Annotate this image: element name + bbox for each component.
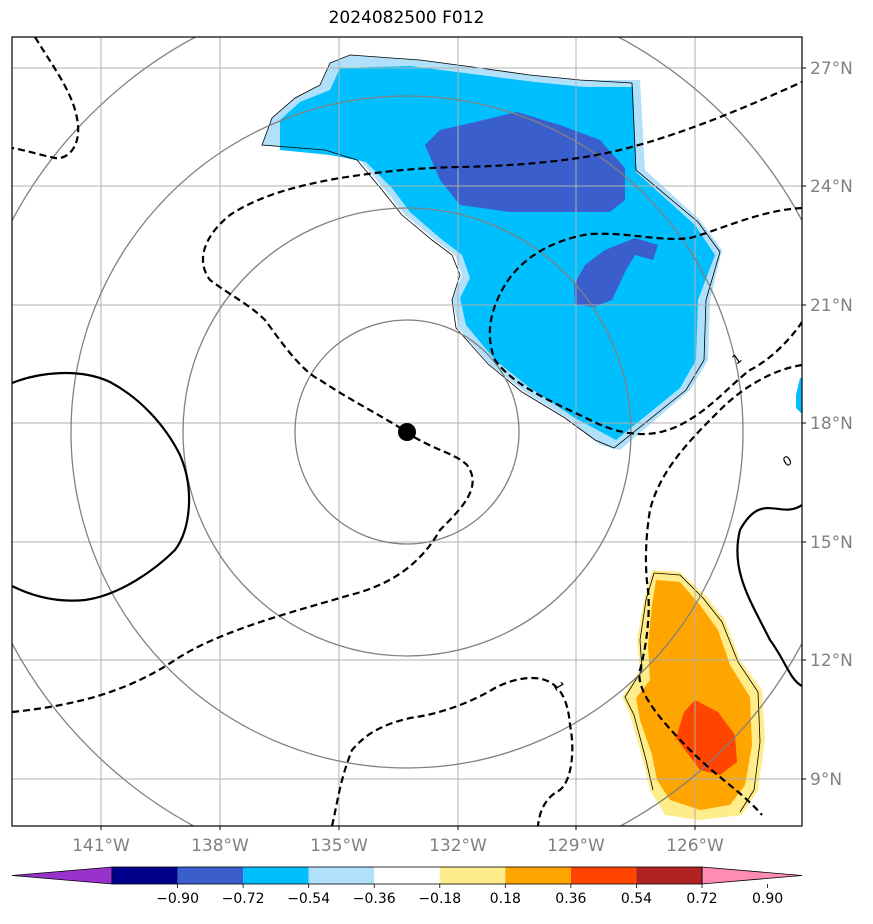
latitude-labels: 27°N 24°N 21°N 18°N 15°N 12°N 9°N [810, 59, 853, 790]
longitude-labels: 141°W 138°W 135°W 132°W 129°W 126°W [72, 836, 724, 856]
colorbar-tick-label: −0.36 [353, 891, 396, 907]
colorbar-tick-label: −0.18 [418, 891, 461, 907]
colorbar-segment [112, 867, 178, 884]
colorbar-extend-min [11, 866, 113, 885]
colorbar-segment [374, 867, 440, 884]
contour-label: 0 [781, 453, 796, 470]
lat-label: 15°N [810, 533, 853, 553]
lon-label: 129°W [547, 836, 605, 856]
dashed-contours [12, 37, 802, 826]
colorbar-tick-label: −0.90 [156, 891, 199, 907]
colorbar-tick-label: 0.90 [752, 891, 783, 907]
graticule [12, 37, 802, 826]
lon-label: 126°W [666, 836, 724, 856]
lat-label: 9°N [810, 770, 842, 790]
positive-region-outline-west [624, 572, 655, 791]
contour-label: 1 [550, 680, 567, 695]
positive-region-outline [653, 572, 761, 813]
tick-marks [100, 67, 806, 830]
lon-label: 135°W [310, 836, 368, 856]
colorbar-extend-max [701, 866, 803, 885]
storm-center-marker [398, 423, 416, 441]
lat-label: 12°N [810, 651, 853, 671]
colorbar-segment [439, 867, 506, 884]
solid-contours [12, 371, 802, 687]
lon-label: 138°W [191, 836, 249, 856]
lon-label: 141°W [72, 836, 130, 856]
colorbar-tick-label: −0.72 [222, 891, 265, 907]
lat-label: 24°N [810, 177, 853, 197]
colorbar-segment [505, 867, 571, 884]
colorbar-segment [243, 867, 309, 884]
colorbar-tick-label: 0.72 [686, 891, 717, 907]
colorbar-tick-label: −0.54 [287, 891, 330, 907]
colorbar-frame [111, 866, 703, 885]
range-rings [12, 37, 802, 826]
colorbar-segment [570, 867, 637, 884]
colorbar-segment [308, 867, 375, 884]
lat-label: 21°N [810, 296, 853, 316]
colorbar-segment [636, 867, 702, 884]
colorbar-segment [177, 867, 244, 884]
colorbar-tick-label: 0.18 [490, 891, 521, 907]
colorbar-tick-label: 0.36 [555, 891, 586, 907]
map-frame [11, 36, 803, 827]
positive-anomaly-region [622, 570, 765, 820]
lon-label: 132°W [429, 836, 487, 856]
lat-label: 18°N [810, 414, 853, 434]
colorbar-tick-label: 0.54 [621, 891, 652, 907]
colorbar: −0.90 −0.72 −0.54 −0.36 −0.18 0.18 0.36 0.54 0.7… [11, 866, 803, 907]
lat-label: 27°N [810, 59, 853, 79]
contour-label: 1 [730, 351, 745, 368]
map-title: 2024082500 F012 [328, 8, 485, 28]
